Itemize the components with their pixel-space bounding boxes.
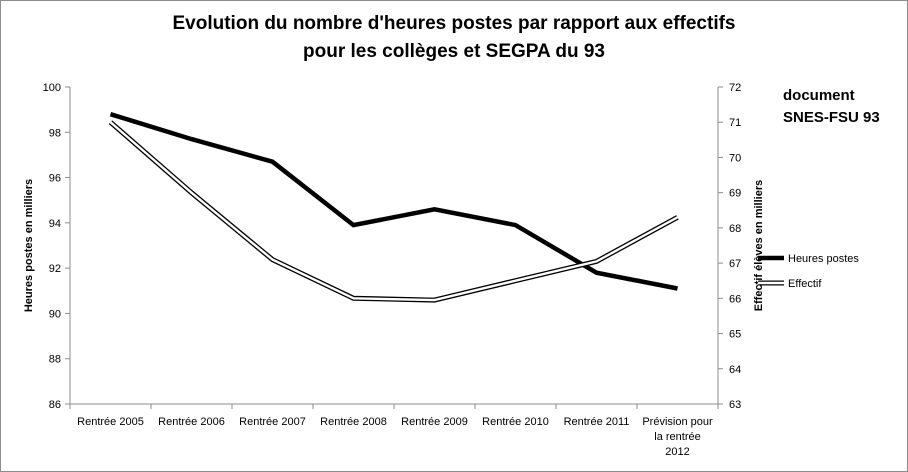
axes: 86 88 90 92 94 96 98 100 63 64 65 66 67 68 69 70 71 72 Ren… [23, 82, 765, 458]
y-left-tick-label: 98 [49, 127, 61, 139]
y-right-tick-label: 65 [729, 329, 741, 341]
x-tick-label: Rentrée 2010 [482, 416, 549, 428]
x-tick-label: Rentrée 2005 [77, 416, 144, 428]
y-axis-left-title: Heures postes en milliers [23, 179, 35, 312]
y-axis-right-title: Effectif élèves en milliers [753, 180, 765, 311]
y-left-tick-label: 90 [49, 308, 61, 320]
document-note-line-2: SNES-FSU 93 [783, 109, 880, 126]
y-left-tick-label: 100 [43, 82, 61, 94]
chart-title-line-2: pour les collèges et SEGPA du 93 [303, 41, 605, 62]
y-right-tick-label: 70 [729, 152, 741, 164]
y-left-tick-label: 88 [49, 354, 61, 366]
y-right-tick-label: 72 [729, 82, 741, 94]
y-right-tick-label: 71 [729, 117, 741, 129]
chart-title: Evolution du nombre d'heures postes par … [0, 10, 908, 66]
legend: Heures postes Effectif [758, 253, 859, 290]
x-tick-label: Rentrée 2006 [158, 416, 225, 428]
document-note: document SNES-FSU 93 [783, 85, 880, 129]
x-tick-label: Rentrée 2007 [239, 416, 306, 428]
y-right-tick-label: 68 [729, 223, 741, 235]
series-line-effectif-outline [108, 120, 679, 303]
x-tick-label: Rentrée 2008 [320, 416, 387, 428]
y-right-tick-label: 69 [729, 188, 741, 200]
x-tick-label: Prévision pour la rentrée 2012 [642, 416, 713, 458]
y-left-tick-label: 94 [49, 218, 61, 230]
series-line-effectif [109, 121, 679, 302]
legend-label: Effectif [788, 278, 822, 290]
y-right-tick-label: 64 [729, 364, 741, 376]
document-note-line-1: document [783, 87, 855, 104]
y-right-tick-label: 66 [729, 293, 741, 305]
chart-title-line-1: Evolution du nombre d'heures postes par … [172, 13, 736, 34]
y-right-tick-label: 63 [729, 399, 741, 411]
y-right-tick-label: 67 [729, 258, 741, 270]
y-left-tick-label: 92 [49, 263, 61, 275]
y-left-tick-label: 96 [49, 173, 61, 185]
y-left-tick-label: 86 [49, 399, 61, 411]
legend-label: Heures postes [788, 253, 859, 265]
x-tick-label: Rentrée 2011 [564, 416, 630, 428]
series-lines [108, 112, 679, 303]
x-tick-label: Rentrée 2009 [401, 416, 468, 428]
